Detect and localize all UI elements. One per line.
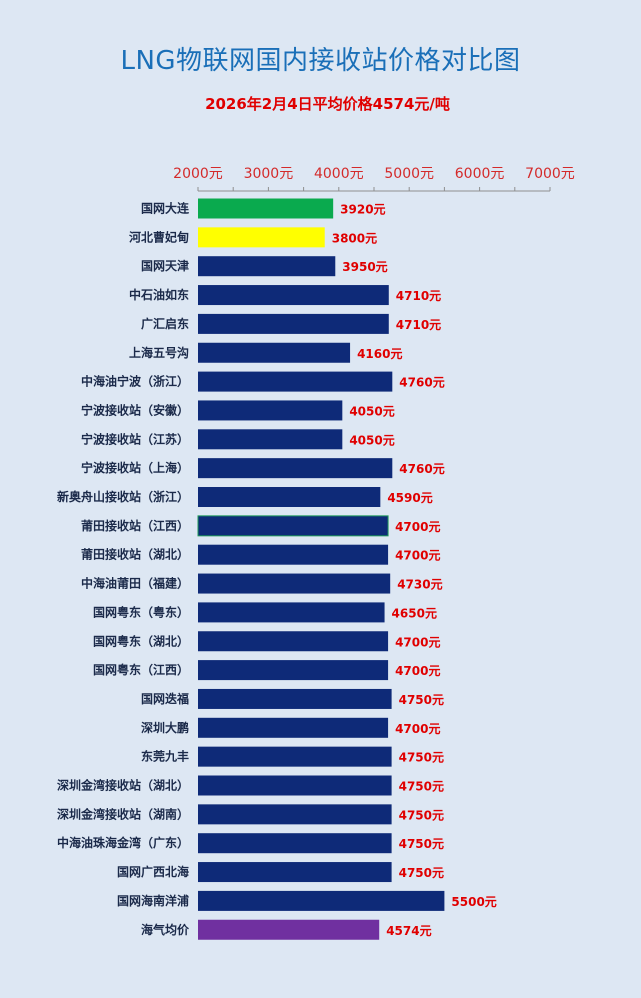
bar: [198, 746, 392, 767]
value-label: 4050元: [349, 404, 394, 418]
category-label: 新奥舟山接收站（浙江）: [57, 489, 189, 504]
category-label: 国网海南洋浦: [117, 893, 189, 908]
bar: [198, 342, 351, 363]
value-label: 5500元: [451, 895, 496, 909]
x-tick-label: 6000元: [455, 166, 505, 182]
category-label: 中海油莆田（福建）: [81, 576, 189, 591]
value-label: 3950元: [342, 260, 387, 274]
x-tick-label: 5000元: [384, 166, 434, 182]
bar: [198, 890, 445, 911]
value-label: 3920元: [340, 203, 385, 217]
bar: [197, 515, 389, 537]
value-label: 4750元: [399, 751, 444, 765]
category-label: 宁波接收站（安徽）: [81, 402, 189, 417]
bar: [198, 458, 393, 479]
x-tick-label: 3000元: [244, 166, 294, 182]
bar: [198, 256, 336, 277]
value-label: 4700元: [395, 722, 440, 736]
category-label: 国网大连: [141, 201, 190, 216]
category-label: 国网迭福: [141, 691, 189, 706]
value-label: 4710元: [396, 318, 441, 332]
chart-title: LNG物联网国内接收站价格对比图: [120, 46, 521, 76]
bar: [198, 717, 389, 738]
value-label: 4700元: [395, 520, 440, 534]
category-label: 广汇启东: [141, 316, 189, 331]
category-label: 国网粤东（江西）: [93, 662, 189, 677]
category-label: 宁波接收站（上海）: [81, 460, 189, 475]
x-tick-label: 2000元: [173, 166, 223, 182]
category-label: 东莞九丰: [141, 749, 189, 764]
value-label: 4750元: [399, 693, 444, 707]
bar: [198, 862, 392, 883]
bar: [198, 544, 389, 565]
value-label: 4730元: [397, 578, 442, 592]
value-label: 4700元: [395, 549, 440, 563]
category-label: 中石油如东: [129, 287, 189, 302]
value-label: 4750元: [399, 837, 444, 851]
value-label: 4760元: [399, 376, 444, 390]
bar: [198, 804, 392, 825]
bar: [198, 919, 380, 940]
bar: [198, 688, 392, 709]
bar: [198, 371, 393, 392]
category-label: 上海五号沟: [129, 345, 189, 360]
value-label: 4574元: [386, 924, 431, 938]
category-label: 宁波接收站（江苏）: [81, 431, 189, 446]
x-tick-label: 7000元: [525, 166, 575, 182]
category-label: 中海油珠海金湾（广东）: [57, 835, 189, 850]
bar: [198, 198, 334, 219]
bar: [198, 400, 343, 421]
category-label: 莆田接收站（江西）: [81, 518, 189, 533]
x-tick-label: 4000元: [314, 166, 364, 182]
value-label: 4750元: [399, 866, 444, 880]
value-label: 4750元: [399, 808, 444, 822]
value-label: 4700元: [395, 664, 440, 678]
bar: [198, 602, 385, 623]
bar: [198, 631, 389, 652]
category-label: 深圳大鹏: [141, 720, 189, 735]
value-label: 4760元: [399, 462, 444, 476]
category-label: 国网粤东（湖北）: [93, 633, 189, 648]
bar: [198, 313, 389, 334]
category-label: 中海油宁波（浙江）: [81, 374, 189, 389]
value-label: 4650元: [392, 606, 437, 620]
value-label: 4710元: [396, 289, 441, 303]
category-label: 河北曹妃甸: [128, 229, 189, 244]
bar: [198, 285, 389, 306]
value-label: 4750元: [399, 780, 444, 794]
chart-subtitle: 2026年2月4日平均价格4574元/吨: [205, 95, 450, 113]
category-label: 莆田接收站（湖北）: [81, 547, 189, 562]
value-label: 4160元: [357, 347, 402, 361]
bar: [198, 227, 325, 248]
category-label: 国网天津: [141, 258, 189, 273]
category-label: 深圳金湾接收站（湖北）: [57, 778, 189, 793]
bar: [198, 833, 392, 854]
value-label: 4590元: [387, 491, 432, 505]
bar: [198, 660, 389, 681]
category-label: 深圳金湾接收站（湖南）: [57, 806, 189, 821]
bar: [198, 775, 392, 796]
category-label: 国网广西北海: [117, 864, 189, 879]
value-label: 3800元: [332, 231, 377, 245]
value-label: 4700元: [395, 635, 440, 649]
bar: [198, 573, 391, 594]
bar: [198, 487, 381, 507]
category-label: 国网粤东（粤东）: [93, 604, 189, 619]
category-label: 海气均价: [141, 922, 190, 937]
value-label: 4050元: [349, 433, 394, 447]
bar: [198, 429, 343, 450]
